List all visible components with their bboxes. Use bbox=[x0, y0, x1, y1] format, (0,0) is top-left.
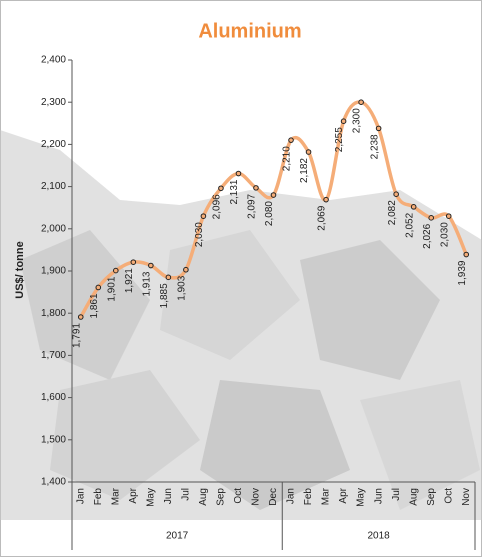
x-tick-label: Aug bbox=[198, 488, 209, 506]
point bbox=[375, 125, 382, 132]
x-tick-label: May bbox=[356, 488, 367, 507]
point bbox=[165, 274, 172, 281]
data-label: 2,069 bbox=[317, 205, 328, 230]
x-tick-label: Oct bbox=[233, 488, 244, 504]
point bbox=[463, 251, 470, 258]
x-group-label: 2018 bbox=[368, 531, 391, 542]
data-label: 2,210 bbox=[282, 146, 293, 171]
x-tick-label: Nov bbox=[461, 488, 472, 506]
x-tick-label: Apr bbox=[128, 487, 139, 503]
point bbox=[445, 213, 452, 219]
point bbox=[410, 204, 417, 210]
x-tick-label: Mar bbox=[321, 487, 332, 505]
y-tick-label: 1,500 bbox=[41, 434, 66, 445]
point bbox=[77, 314, 84, 320]
chart-title: Aluminium bbox=[198, 20, 301, 42]
data-label: 2,300 bbox=[352, 108, 363, 133]
data-label: 2,030 bbox=[439, 222, 450, 247]
x-tick-label: Apr bbox=[338, 487, 349, 503]
point bbox=[183, 266, 189, 273]
x-tick-label: May bbox=[145, 488, 156, 507]
point bbox=[340, 118, 347, 124]
point bbox=[130, 259, 137, 265]
y-tick-label: 2,100 bbox=[41, 181, 66, 192]
point bbox=[218, 185, 224, 192]
x-tick-label: Feb bbox=[93, 488, 104, 506]
data-label: 1,791 bbox=[71, 323, 82, 348]
x-tick-label: Jul bbox=[391, 488, 402, 501]
point bbox=[200, 213, 207, 219]
data-label: 1,939 bbox=[457, 260, 468, 285]
data-label: 2,096 bbox=[212, 194, 223, 219]
data-label: 1,903 bbox=[177, 275, 188, 300]
point bbox=[358, 99, 364, 105]
y-tick-label: 2,300 bbox=[41, 97, 66, 108]
y-tick-label: 2,000 bbox=[41, 223, 66, 234]
data-label: 2,030 bbox=[194, 222, 205, 247]
x-tick-label: Feb bbox=[303, 488, 314, 506]
data-label: 2,131 bbox=[229, 179, 240, 204]
x-tick-label: Jan bbox=[286, 488, 297, 504]
point bbox=[148, 262, 154, 269]
x-tick-label: Sep bbox=[426, 488, 437, 506]
data-label: 2,182 bbox=[299, 158, 310, 183]
x-tick-label: Jul bbox=[181, 488, 192, 501]
x-tick-label: Dec bbox=[268, 488, 279, 506]
data-label: 1,921 bbox=[124, 268, 135, 293]
point bbox=[323, 196, 329, 203]
data-label: 2,238 bbox=[369, 134, 380, 159]
data-label: 2,080 bbox=[264, 201, 275, 226]
point bbox=[235, 170, 242, 177]
data-label: 2,026 bbox=[422, 223, 433, 248]
x-tick-label: Nov bbox=[251, 488, 262, 506]
point bbox=[253, 185, 259, 191]
point bbox=[270, 192, 277, 198]
y-tick-label: 2,400 bbox=[41, 55, 66, 66]
x-tick-label: Sep bbox=[216, 488, 227, 506]
background-scrap bbox=[0, 130, 482, 520]
y-tick-label: 1,400 bbox=[41, 477, 66, 488]
x-tick-label: Jun bbox=[373, 488, 384, 504]
y-tick-label: 1,800 bbox=[41, 308, 66, 319]
y-tick-label: 1,900 bbox=[41, 266, 66, 277]
y-tick-label: 1,700 bbox=[41, 350, 66, 361]
x-tick-label: Jun bbox=[163, 488, 174, 504]
point bbox=[113, 267, 119, 274]
data-label: 1,901 bbox=[106, 276, 117, 301]
data-label: 1,885 bbox=[159, 283, 170, 308]
point bbox=[393, 191, 399, 197]
data-label: 2,082 bbox=[387, 200, 398, 225]
y-axis-label: US$/ tonne bbox=[14, 241, 26, 298]
point bbox=[305, 149, 312, 155]
y-tick-label: 1,600 bbox=[41, 392, 66, 403]
x-tick-label: Aug bbox=[408, 488, 419, 506]
x-tick-label: Jan bbox=[75, 488, 86, 504]
y-tick-label: 2,200 bbox=[41, 139, 66, 150]
data-label: 1,913 bbox=[141, 271, 152, 296]
data-label: 2,097 bbox=[247, 193, 258, 218]
point bbox=[288, 137, 294, 143]
point bbox=[95, 284, 102, 291]
x-tick-label: Oct bbox=[443, 488, 454, 504]
x-tick-label: Mar bbox=[110, 487, 121, 505]
x-group-label: 2017 bbox=[166, 531, 189, 542]
data-label: 2,255 bbox=[334, 127, 345, 152]
data-label: 1,861 bbox=[89, 293, 100, 318]
data-label: 2,052 bbox=[404, 212, 415, 237]
point bbox=[428, 215, 434, 221]
